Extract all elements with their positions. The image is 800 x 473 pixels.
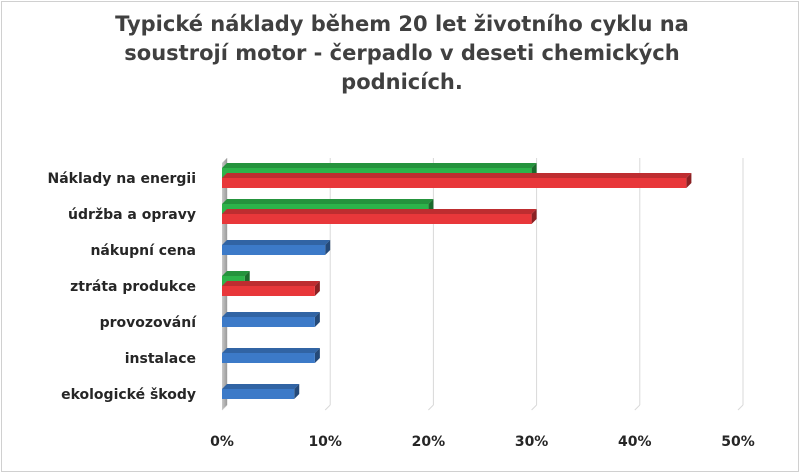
bar-series3-5 <box>222 348 320 363</box>
gridline-base <box>531 404 537 411</box>
gridline-base <box>324 404 331 411</box>
bars <box>222 163 692 399</box>
gridline-base <box>737 404 744 411</box>
category-label: provozování <box>100 315 198 331</box>
bar-series2-3 <box>222 281 320 296</box>
chart-title: Typické náklady během 20 let životního c… <box>115 12 689 94</box>
category-label: ekologické škody <box>61 387 196 403</box>
category-label: ztráta produkce <box>70 279 196 295</box>
x-tick-label: 10% <box>308 434 342 450</box>
category-label: nákupní cena <box>90 243 196 259</box>
category-label: údržba a opravy <box>68 207 196 223</box>
bar-series2-0 <box>222 173 692 188</box>
gridline-base <box>428 404 434 411</box>
x-tick-label: 40% <box>618 434 652 450</box>
gridline-base <box>634 404 641 411</box>
x-tick-label: 30% <box>515 434 549 450</box>
bar-series3-6 <box>222 384 300 399</box>
bar-series2-1 <box>222 209 537 224</box>
category-label: Náklady na energii <box>47 171 196 187</box>
bar-series3-4 <box>222 312 320 327</box>
category-labels: Náklady na energii údržba a opravy nákupní… <box>47 171 197 403</box>
x-tick-label: 0% <box>210 434 234 450</box>
bar-series3-2 <box>222 240 331 255</box>
tick-labels: 0% 10% 20% 30% 40% 50% <box>210 434 755 450</box>
category-label: instalace <box>125 351 196 367</box>
x-tick-label: 50% <box>721 434 755 450</box>
x-tick-label: 20% <box>412 434 446 450</box>
